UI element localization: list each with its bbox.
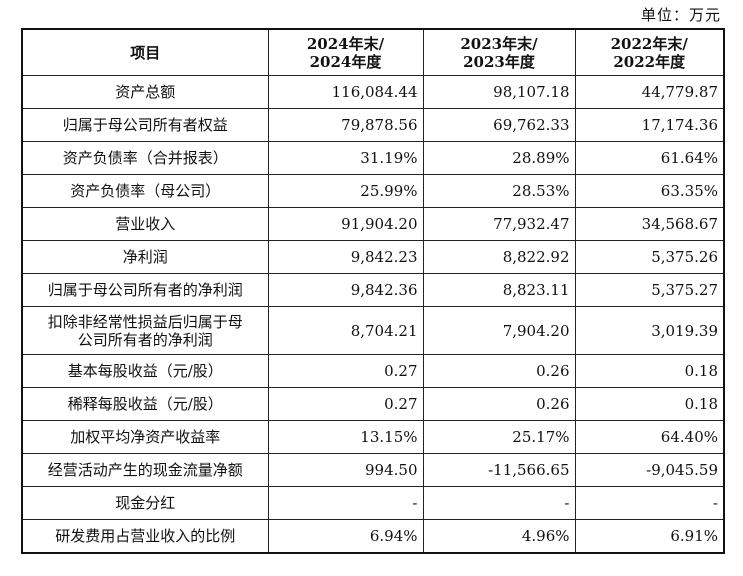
value-2024: 9,842.36: [267, 273, 424, 307]
value-2023: 8,823.11: [422, 273, 576, 307]
header-2023: 2023年末/ 2023年度: [422, 28, 576, 76]
table-row: 扣除非经常性损益后归属于母 公司所有者的净利润 8,704.21 7,904.2…: [21, 306, 725, 355]
row-label: 研发费用占营业收入的比例: [21, 519, 269, 554]
header-2022-line2: 2022年度: [613, 52, 686, 71]
value-2023: -: [422, 486, 576, 520]
value-2023: 98,107.18: [422, 75, 576, 109]
value-2023: 69,762.33: [422, 108, 576, 142]
row-label: 扣除非经常性损益后归属于母 公司所有者的净利润: [21, 306, 269, 355]
value-2023: 28.53%: [422, 174, 576, 208]
table-row: 营业收入 91,904.20 77,932.47 34,568.67: [21, 207, 725, 241]
unit-label: 单位：万元: [640, 6, 721, 24]
row-label-line2: 公司所有者的净利润: [77, 330, 213, 349]
row-label: 现金分红: [21, 486, 269, 520]
table-row: 研发费用占营业收入的比例 6.94% 4.96% 6.91%: [21, 519, 725, 554]
value-2022: -9,045.59: [574, 453, 725, 487]
row-label: 加权平均净资产收益率: [21, 420, 269, 454]
header-2023-line2: 2023年度: [463, 52, 535, 71]
header-2022: 2022年末/ 2022年度: [574, 28, 725, 76]
value-2024: 79,878.56: [267, 108, 424, 142]
value-2024: 25.99%: [267, 174, 424, 208]
value-2023: 0.26: [422, 387, 576, 421]
value-2023: 0.26: [422, 354, 576, 388]
table-row: 归属于母公司所有者权益 79,878.56 69,762.33 17,174.3…: [21, 108, 725, 142]
value-2023: 25.17%: [422, 420, 576, 454]
table-row: 加权平均净资产收益率 13.15% 25.17% 64.40%: [21, 420, 725, 454]
value-2022: 0.18: [574, 354, 725, 388]
table-row: 资产总额 116,084.44 98,107.18 44,779.87: [21, 75, 725, 109]
value-2022: 5,375.26: [574, 240, 725, 274]
row-label: 资产总额: [21, 75, 269, 109]
value-2022: -: [574, 486, 725, 520]
row-label: 净利润: [21, 240, 269, 274]
value-2022: 63.35%: [574, 174, 725, 208]
financial-data-table: 项目 2024年末/ 2024年度 2023年末/ 2023年度 2022年末/…: [21, 28, 725, 554]
table-row: 基本每股收益（元/股） 0.27 0.26 0.18: [21, 354, 725, 388]
value-2024: 8,704.21: [267, 306, 424, 355]
value-2023: 77,932.47: [422, 207, 576, 241]
value-2022: 34,568.67: [574, 207, 725, 241]
value-2023: 8,822.92: [422, 240, 576, 274]
row-label-line1: 扣除非经常性损益后归属于母: [47, 312, 243, 331]
row-label: 基本每股收益（元/股）: [21, 354, 269, 388]
value-2024: 6.94%: [267, 519, 424, 554]
row-label: 经营活动产生的现金流量净额: [21, 453, 269, 487]
value-2022: 3,019.39: [574, 306, 725, 355]
value-2024: 994.50: [267, 453, 424, 487]
header-item: 项目: [21, 28, 269, 76]
value-2024: 9,842.23: [267, 240, 424, 274]
value-2024: 91,904.20: [267, 207, 424, 241]
header-2024: 2024年末/ 2024年度: [267, 28, 424, 76]
row-label: 资产负债率（母公司）: [21, 174, 269, 208]
table-row: 净利润 9,842.23 8,822.92 5,375.26: [21, 240, 725, 274]
value-2023: 4.96%: [422, 519, 576, 554]
table-row: 资产负债率（合并报表） 31.19% 28.89% 61.64%: [21, 141, 725, 175]
value-2022: 5,375.27: [574, 273, 725, 307]
value-2024: 31.19%: [267, 141, 424, 175]
header-2024-line1: 2024年末/: [306, 34, 385, 53]
value-2024: 0.27: [267, 387, 424, 421]
value-2023: -11,566.65: [422, 453, 576, 487]
value-2022: 61.64%: [574, 141, 725, 175]
value-2024: 116,084.44: [267, 75, 424, 109]
table-row: 经营活动产生的现金流量净额 994.50 -11,566.65 -9,045.5…: [21, 453, 725, 487]
value-2024: -: [267, 486, 424, 520]
value-2022: 0.18: [574, 387, 725, 421]
header-2023-line1: 2023年末/: [460, 34, 538, 53]
row-label: 营业收入: [21, 207, 269, 241]
value-2022: 44,779.87: [574, 75, 725, 109]
row-label: 归属于母公司所有者权益: [21, 108, 269, 142]
value-2022: 6.91%: [574, 519, 725, 554]
table-row: 现金分红 - - -: [21, 486, 725, 520]
table-row: 归属于母公司所有者的净利润 9,842.36 8,823.11 5,375.27: [21, 273, 725, 307]
row-label: 归属于母公司所有者的净利润: [21, 273, 269, 307]
value-2022: 64.40%: [574, 420, 725, 454]
table-row: 稀释每股收益（元/股） 0.27 0.26 0.18: [21, 387, 725, 421]
value-2022: 17,174.36: [574, 108, 725, 142]
value-2024: 0.27: [267, 354, 424, 388]
table-header-row: 项目 2024年末/ 2024年度 2023年末/ 2023年度 2022年末/…: [21, 28, 725, 76]
table-row: 资产负债率（母公司） 25.99% 28.53% 63.35%: [21, 174, 725, 208]
value-2023: 28.89%: [422, 141, 576, 175]
row-label: 资产负债率（合并报表）: [21, 141, 269, 175]
header-2024-line2: 2024年度: [309, 52, 382, 71]
value-2024: 13.15%: [267, 420, 424, 454]
header-2022-line1: 2022年末/: [610, 34, 688, 53]
value-2023: 7,904.20: [422, 306, 576, 355]
row-label: 稀释每股收益（元/股）: [21, 387, 269, 421]
